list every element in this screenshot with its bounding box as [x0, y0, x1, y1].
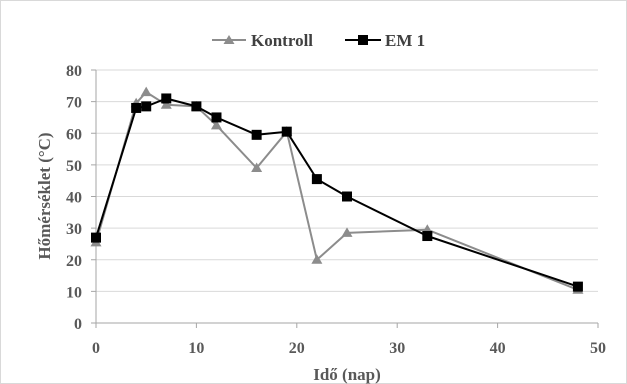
axes [91, 69, 599, 328]
y-tick-label: 10 [66, 284, 82, 301]
series-line-em1 [95, 97, 579, 288]
x-tick-label: 40 [490, 340, 506, 357]
y-tick-label: 30 [66, 221, 82, 238]
legend-label-em1: EM 1 [385, 31, 425, 50]
x-tick-labels: 0 10 20 30 40 50 [92, 340, 606, 357]
data-point-em1 [422, 231, 433, 242]
legend-marker-em1 [358, 35, 368, 45]
gridlines [96, 69, 598, 292]
y-tick-label: 60 [66, 126, 82, 143]
data-point-kontroll [160, 99, 172, 109]
x-tick-label: 20 [289, 340, 305, 357]
data-point-kontroll [140, 86, 152, 97]
legend: Kontroll EM 1 [212, 31, 425, 50]
data-point-em1 [191, 101, 202, 112]
x-tick-label: 50 [590, 340, 606, 357]
x-axis-title: Idő (nap) [313, 365, 381, 384]
y-tick-label: 50 [66, 158, 82, 175]
y-axis-title: Hőmérséklet (°C) [35, 132, 54, 259]
series-group [90, 86, 584, 294]
data-point-em1 [91, 232, 101, 243]
series-em1 [91, 93, 583, 292]
data-point-kontroll [210, 119, 222, 130]
data-point-em1 [572, 281, 583, 292]
data-point-em1 [131, 102, 142, 113]
data-point-kontroll [311, 254, 323, 264]
data-point-em1 [281, 126, 292, 137]
data-point-em1 [211, 112, 222, 123]
x-tick-label: 0 [92, 340, 100, 357]
y-tick-label: 80 [66, 63, 82, 80]
y-tick-label: 0 [74, 316, 82, 333]
data-point-em1 [141, 101, 152, 112]
data-point-kontroll [251, 162, 263, 173]
y-tick-label: 20 [66, 253, 82, 270]
data-point-em1 [311, 174, 322, 185]
data-point-em1 [251, 129, 262, 140]
x-tick-label: 10 [188, 340, 204, 357]
legend-marker-kontroll [223, 35, 235, 44]
data-point-em1 [342, 191, 352, 202]
y-tick-label: 70 [66, 95, 82, 112]
x-tick-label: 30 [389, 340, 405, 357]
y-tick-label: 40 [66, 190, 82, 207]
data-point-em1 [161, 93, 172, 104]
legend-label-kontroll: Kontroll [251, 31, 313, 50]
data-point-kontroll [341, 227, 353, 237]
y-tick-labels: 0 10 20 30 40 50 60 70 80 [66, 63, 82, 333]
